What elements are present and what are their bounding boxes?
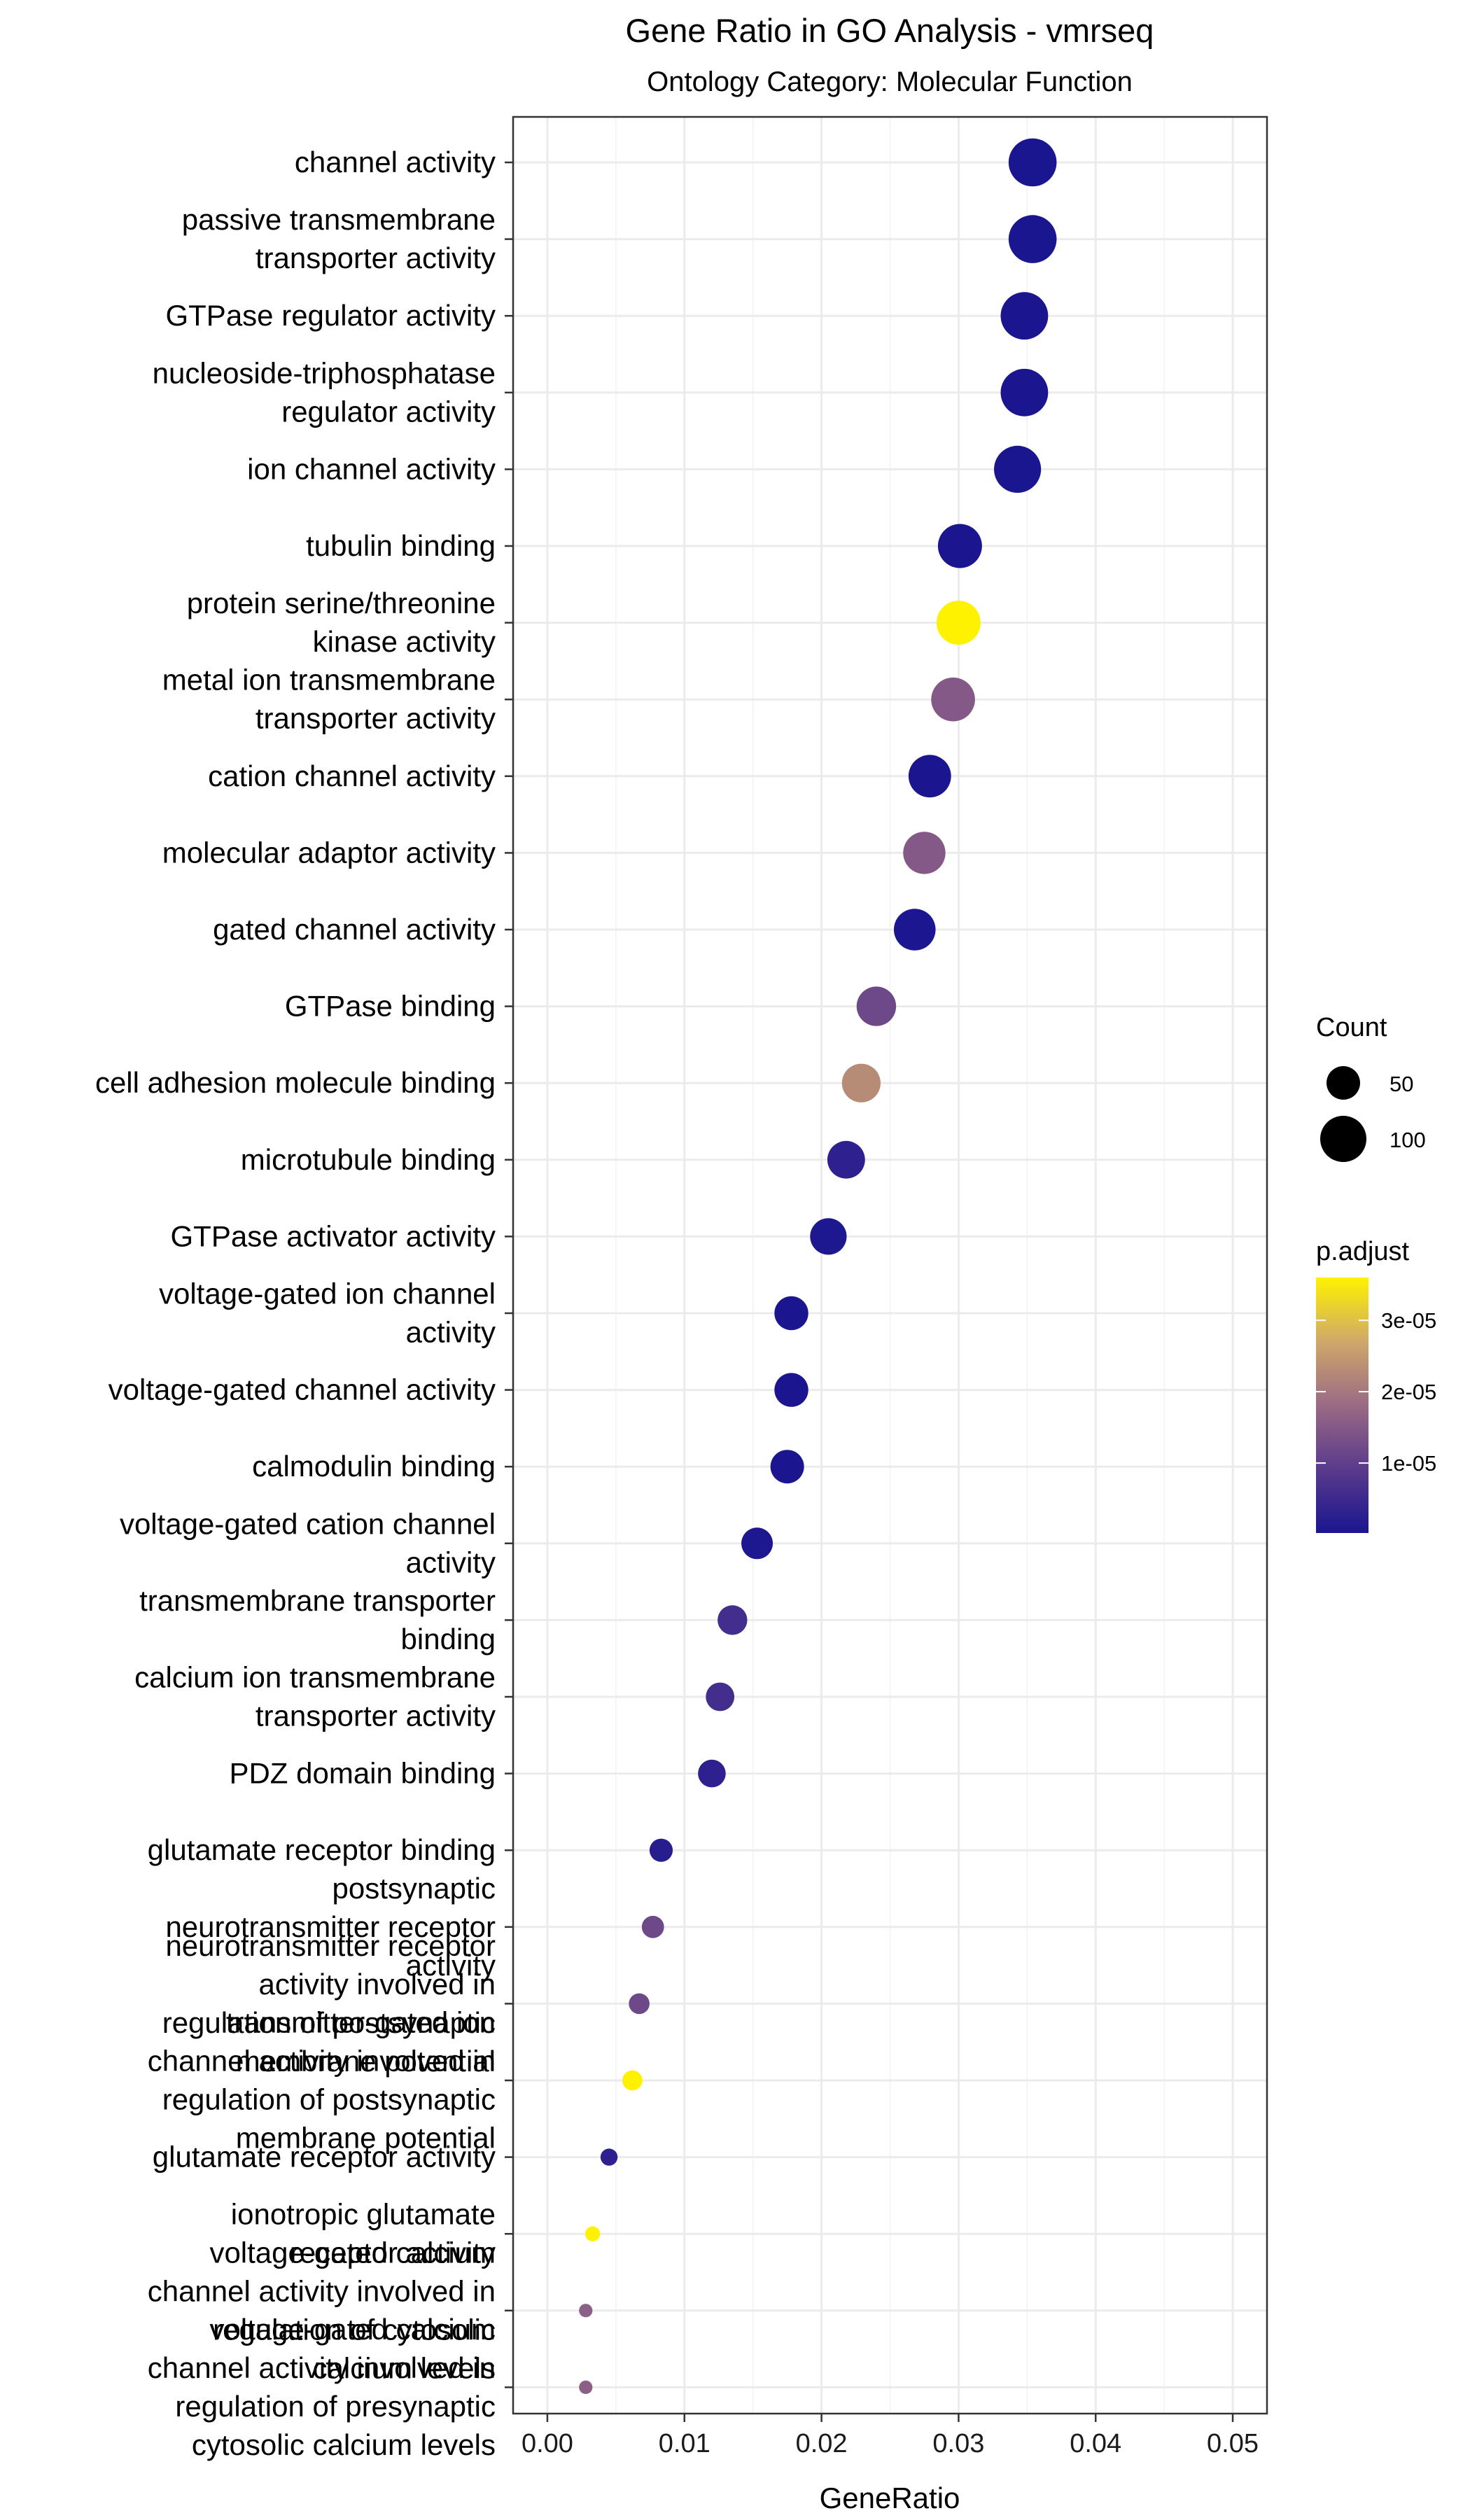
- data-point: [936, 601, 981, 645]
- chart-title: Gene Ratio in GO Analysis - vmrseq: [626, 12, 1154, 49]
- y-tick-label: passive transmembrane transporter activit…: [182, 203, 496, 274]
- y-tick-label: GTPase binding: [285, 990, 496, 1023]
- x-tick-label: 0.01: [659, 2429, 710, 2458]
- data-point: [641, 1915, 664, 1938]
- y-tick-label: GTPase activator activity: [171, 1219, 496, 1252]
- y-tick-label: voltage-gated channel activity: [108, 1373, 496, 1406]
- x-axis: 0.00 0.01 0.02 0.03 0.04 0.05: [522, 2414, 1259, 2458]
- size-legend-key-large: [1320, 1116, 1366, 1162]
- y-tick-label: nucleoside-triphosphatase regulator activ…: [153, 356, 496, 428]
- data-point: [841, 1063, 881, 1102]
- color-legend-tick-label: 2e-05: [1381, 1380, 1436, 1404]
- size-legend-label-small: 50: [1390, 1072, 1413, 1096]
- data-point: [706, 1682, 735, 1712]
- chart-subtitle: Ontology Category: Molecular Function: [647, 66, 1133, 97]
- size-legend-label-large: 100: [1390, 1128, 1426, 1152]
- x-tick-label: 0.04: [1070, 2429, 1121, 2458]
- data-point: [698, 1759, 726, 1788]
- data-point: [770, 1450, 804, 1484]
- data-point: [810, 1218, 847, 1255]
- data-point: [908, 755, 951, 798]
- y-tick-label: voltage-gated cation channel activity: [120, 1507, 496, 1578]
- color-legend: p.adjust 1e-05 2e-05 3e-05: [1316, 1237, 1436, 1533]
- data-point: [1008, 138, 1057, 187]
- color-legend-bar: [1316, 1278, 1368, 1533]
- y-axis-labels: channel activity passive transmembrane tra…: [95, 146, 513, 2461]
- data-point: [774, 1373, 808, 1407]
- y-tick-label: PDZ domain binding: [229, 1757, 496, 1790]
- color-legend-title: p.adjust: [1316, 1237, 1410, 1266]
- data-point: [741, 1527, 774, 1560]
- data-point: [893, 909, 936, 951]
- data-point: [774, 1296, 808, 1331]
- x-tick-label: 0.05: [1207, 2429, 1259, 2458]
- y-tick-label: transmitter-gated ion channel activity in…: [148, 2006, 496, 2155]
- y-tick-label: channel activity: [295, 146, 496, 178]
- y-tick-label: microtubule binding: [241, 1143, 496, 1176]
- y-tick-label: protein serine/threonine kinase activity: [187, 587, 496, 658]
- data-point: [600, 2148, 618, 2166]
- y-tick-label: GTPase regulator activity: [165, 299, 496, 332]
- y-tick-label: calmodulin binding: [252, 1450, 496, 1483]
- y-tick-label: postsynaptic neurotransmitter receptor act…: [165, 1872, 496, 1982]
- y-tick-label: tubulin binding: [306, 529, 496, 562]
- x-tick-label: 0.03: [932, 2429, 984, 2458]
- y-tick-label: voltage-gated calcium channel activity in…: [148, 2236, 496, 2384]
- y-tick-label: transmembrane transporter binding: [139, 1584, 496, 1656]
- data-point: [994, 445, 1042, 493]
- color-legend-tick-label: 3e-05: [1381, 1308, 1436, 1333]
- y-tick-label: neurotransmitter receptor activity involv…: [162, 1929, 496, 2078]
- y-tick-label: cell adhesion molecule binding: [95, 1066, 496, 1099]
- data-point: [579, 2380, 593, 2394]
- data-point: [1000, 292, 1049, 340]
- plot-panel-border: [512, 115, 1268, 2415]
- data-point: [579, 2304, 593, 2318]
- x-tick-label: 0.00: [522, 2429, 573, 2458]
- size-legend: Count 50 100: [1316, 1013, 1426, 1162]
- data-point: [827, 1140, 865, 1179]
- size-legend-title: Count: [1316, 1013, 1387, 1042]
- size-legend-key-small: [1326, 1066, 1360, 1100]
- y-tick-label: gated channel activity: [213, 913, 496, 946]
- y-tick-label: voltage-gated calcium channel activity in…: [148, 2313, 496, 2461]
- color-legend-tick-label: 1e-05: [1381, 1451, 1436, 1476]
- data-point: [1000, 368, 1049, 416]
- data-point: [622, 2070, 643, 2091]
- y-tick-label: cation channel activity: [208, 760, 496, 792]
- data-point: [856, 986, 897, 1026]
- data-point: [649, 1838, 673, 1862]
- y-tick-label: molecular adaptor activity: [162, 836, 496, 869]
- y-tick-label: metal ion transmembrane transporter activ…: [162, 664, 496, 735]
- data-point: [1008, 215, 1057, 263]
- data-point: [629, 1993, 650, 2015]
- color-legend-ticks: 1e-05 2e-05 3e-05: [1316, 1308, 1436, 1476]
- y-tick-label: glutamate receptor binding: [148, 1833, 496, 1866]
- y-tick-label: glutamate receptor activity: [153, 2141, 496, 2174]
- y-tick-label: calcium ion transmembrane transporter act…: [134, 1661, 496, 1732]
- y-tick-label: ion channel activity: [247, 452, 496, 485]
- data-points: [579, 138, 1057, 2394]
- data-point: [584, 2226, 601, 2241]
- grid-lines: [513, 117, 1267, 2414]
- data-point: [718, 1605, 748, 1635]
- y-tick-label: ionotropic glutamate receptor activity: [231, 2198, 496, 2269]
- data-point: [903, 832, 946, 874]
- data-point: [931, 677, 975, 722]
- x-axis-title: GeneRatio: [820, 2482, 960, 2514]
- y-tick-label: voltage-gated ion channel activity: [159, 1278, 496, 1349]
- data-point: [937, 524, 982, 568]
- x-tick-label: 0.02: [796, 2429, 848, 2458]
